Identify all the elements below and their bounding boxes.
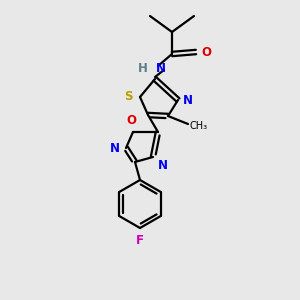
Text: F: F <box>136 234 144 247</box>
Text: H: H <box>138 61 148 74</box>
Text: N: N <box>158 159 168 172</box>
Text: N: N <box>110 142 120 154</box>
Text: CH₃: CH₃ <box>190 121 208 131</box>
Text: O: O <box>126 114 136 127</box>
Text: O: O <box>201 46 211 59</box>
Text: N: N <box>183 94 193 106</box>
Text: S: S <box>124 91 133 103</box>
Text: N: N <box>156 61 166 74</box>
